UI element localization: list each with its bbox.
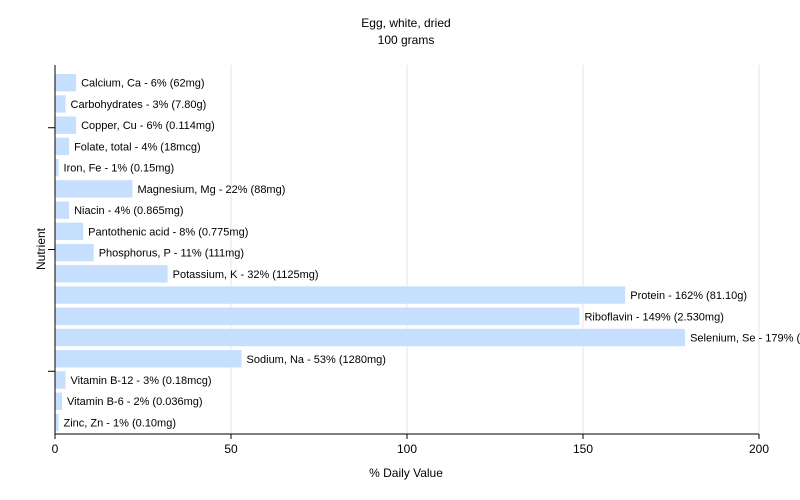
bar — [55, 137, 70, 156]
bar-label: Calcium, Ca - 6% (62mg) — [81, 78, 204, 90]
bar — [55, 180, 133, 198]
chart-subtitle: 100 grams — [378, 33, 435, 47]
bars: Calcium, Ca - 6% (62mg) Carbohydrates - 3… — [55, 74, 800, 432]
bar-label: Iron, Fe - 1% (0.15mg) — [64, 163, 175, 175]
bar-label: Riboflavin - 149% (2.530mg) — [584, 311, 723, 323]
axes: 0 50 100 150 200 — [48, 65, 769, 456]
bar-label: Carbohydrates - 3% (7.80g) — [71, 99, 207, 111]
chart-title: Egg, white, dried — [361, 16, 450, 30]
bar — [55, 307, 580, 326]
bar-label: Copper, Cu - 6% (0.114mg) — [81, 120, 215, 132]
x-tick-label: 0 — [52, 442, 59, 456]
bar — [55, 413, 59, 432]
bar-label: Magnesium, Mg - 22% (88mg) — [137, 184, 285, 196]
bar-label: Potassium, K - 32% (1125mg) — [173, 269, 319, 281]
bar — [55, 350, 242, 368]
x-axis-label: % Daily Value — [369, 466, 443, 480]
y-axis-label: Nutrient — [34, 227, 48, 270]
bar — [55, 222, 84, 241]
bar-label: Sodium, Na - 53% (1280mg) — [247, 354, 386, 366]
x-tick-label: 200 — [749, 442, 769, 456]
bar — [55, 116, 77, 134]
x-tick-label: 150 — [573, 442, 593, 456]
x-tick-label: 50 — [224, 442, 238, 456]
bar-label: Folate, total - 4% (18mcg) — [74, 141, 201, 153]
bar — [55, 328, 686, 347]
x-tick-label: 100 — [397, 442, 417, 456]
bar-label: Pantothenic acid - 8% (0.775mg) — [88, 226, 248, 238]
bar-label: Vitamin B-12 - 3% (0.18mcg) — [71, 375, 212, 387]
bar-label: Niacin - 4% (0.865mg) — [74, 205, 183, 217]
bar-label: Vitamin B-6 - 2% (0.036mg) — [67, 396, 203, 408]
gridlines — [230, 65, 760, 434]
bar — [55, 371, 66, 389]
bar — [55, 95, 66, 113]
bar-label: Phosphorus, P - 11% (111mg) — [99, 248, 244, 260]
bar — [55, 265, 168, 283]
bar — [55, 286, 626, 304]
bar — [55, 243, 94, 262]
bar — [55, 74, 77, 92]
bar — [55, 201, 70, 219]
bar — [55, 158, 59, 177]
bar-label: Protein - 162% (81.10g) — [630, 290, 747, 302]
bar-label: Zinc, Zn - 1% (0.10mg) — [64, 417, 176, 429]
bar-label: Selenium, Se - 179% (125.1mcg) — [690, 333, 800, 345]
bar — [55, 392, 63, 410]
